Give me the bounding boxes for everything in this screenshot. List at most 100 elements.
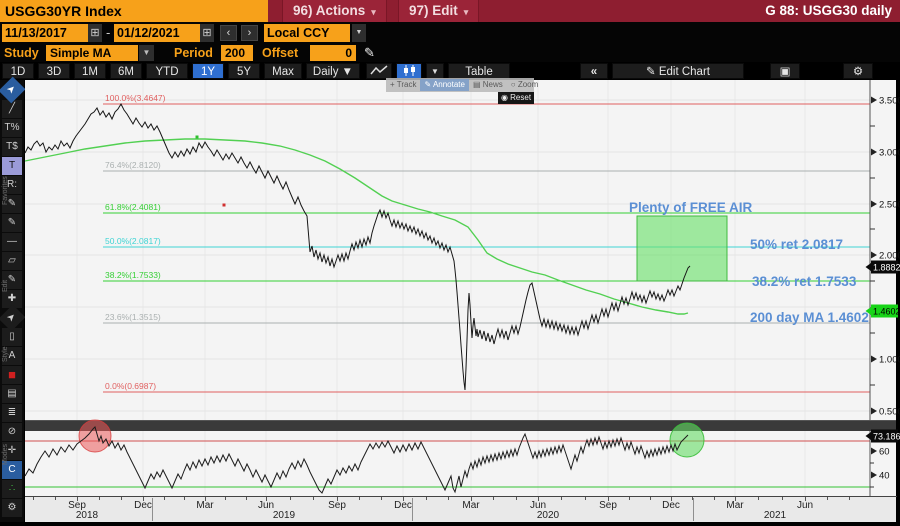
- price-badge: [865, 304, 898, 318]
- free-air-highlight-box[interactable]: [636, 215, 728, 282]
- sell-signal-circle[interactable]: [78, 419, 112, 453]
- trendline-tool-icon[interactable]: ╱: [2, 100, 22, 118]
- axis-label: 2.0000: [879, 251, 900, 262]
- month-tick: [538, 497, 539, 501]
- chevron-down-icon: ▾: [463, 7, 469, 17]
- range-button-3d[interactable]: 3D: [38, 63, 70, 79]
- delete-tool-icon[interactable]: ▯: [2, 328, 22, 346]
- ticker-field[interactable]: USGG30YR Index: [0, 0, 268, 22]
- annotate-tool-track[interactable]: + Track: [390, 80, 417, 89]
- month-tick: [671, 497, 672, 501]
- annotation-ret50[interactable]: 50% ret 2.0817: [750, 237, 843, 252]
- annotate-tool-zoom[interactable]: ○ Zoom: [510, 80, 539, 89]
- eraser-tool-icon[interactable]: ⊘: [2, 423, 22, 441]
- ma-200-line: [24, 138, 689, 315]
- date-to-field[interactable]: 01/12/2021: [114, 24, 200, 42]
- axis-label: 60: [879, 447, 890, 458]
- year-divider: [412, 498, 413, 521]
- edit-chart-button[interactable]: ✎ Edit Chart: [612, 63, 744, 79]
- pen-tool-icon[interactable]: ✎: [2, 214, 22, 232]
- calendar-icon[interactable]: ⊞: [88, 24, 102, 42]
- study-select[interactable]: Simple MA: [46, 45, 138, 61]
- toolbar-section-edit: Edit: [2, 279, 9, 292]
- edit-pencil-tool-icon[interactable]: ✎: [2, 271, 22, 289]
- edit-menu-button[interactable]: 97) Edit ▾: [398, 0, 480, 22]
- color-swatch-icon[interactable]: ■: [2, 366, 22, 384]
- main-chart-panel[interactable]: [25, 80, 897, 420]
- range-button-6m[interactable]: 6M: [110, 63, 142, 79]
- horizontal-line-tool-icon[interactable]: —: [2, 233, 22, 251]
- chart-settings-gear-icon[interactable]: ⚙: [843, 63, 873, 79]
- chart-note-icon[interactable]: ▣: [770, 63, 800, 79]
- curve-tool-icon[interactable]: C: [2, 461, 22, 479]
- buy-signal-circle[interactable]: [669, 422, 705, 458]
- month-label: Jun: [796, 500, 814, 511]
- line-style-tool-icon[interactable]: ▤: [2, 385, 22, 403]
- study-label: Study: [4, 46, 39, 60]
- chevron-down-icon[interactable]: ▼: [426, 63, 444, 79]
- month-label: Sep: [328, 500, 346, 511]
- candle-marker: [195, 135, 199, 139]
- text-format-tool-icon[interactable]: A: [2, 347, 22, 365]
- edit-study-icon[interactable]: ✎: [364, 45, 375, 60]
- calendar-icon[interactable]: ⊞: [200, 24, 214, 42]
- reset-button[interactable]: ◉ Reset: [498, 92, 534, 104]
- minor-tick: [225, 497, 226, 500]
- palette-tool-icon[interactable]: ∴: [2, 480, 22, 498]
- year-label: 2018: [75, 510, 99, 521]
- annotate-tool-news[interactable]: ▤ News: [472, 80, 503, 89]
- range-button-1y[interactable]: 1Y: [192, 63, 224, 79]
- axis-tick: [871, 148, 877, 156]
- channel-tool-icon[interactable]: ▱: [2, 252, 22, 270]
- range-button-5y[interactable]: 5Y: [228, 63, 260, 79]
- axis-tick: [871, 447, 877, 455]
- price-badge-label: 1.4602: [873, 307, 900, 317]
- nodes-tool-icon[interactable]: ✛: [2, 442, 22, 460]
- annotation-ma200[interactable]: 200 day MA 1.4602: [750, 310, 869, 325]
- pencil-tool-icon[interactable]: ✎: [2, 195, 22, 213]
- prev-period-button[interactable]: ‹: [220, 25, 237, 41]
- minor-tick: [246, 497, 247, 500]
- page-title: G 88: USGG30 daily: [765, 3, 892, 18]
- date-from-field[interactable]: 11/13/2017: [2, 24, 88, 42]
- table-button[interactable]: Table: [448, 63, 510, 79]
- regression-tool-icon[interactable]: R:: [2, 176, 22, 194]
- period-input[interactable]: 200: [221, 45, 253, 61]
- text-percent-tool-icon[interactable]: T%: [2, 119, 22, 137]
- line-width-tool-icon[interactable]: ≣: [2, 404, 22, 422]
- chevron-down-icon: ▾: [371, 7, 376, 17]
- month-tick: [403, 497, 404, 501]
- text-tool-icon[interactable]: T: [2, 157, 22, 175]
- range-button-ytd[interactable]: YTD: [146, 63, 188, 79]
- range-button-max[interactable]: Max: [264, 63, 302, 79]
- minor-tick: [184, 497, 185, 500]
- chevron-down-icon[interactable]: ▼: [139, 45, 154, 61]
- annotate-tool-annotate[interactable]: ✎ Annotate: [420, 79, 469, 91]
- month-tick: [266, 497, 267, 501]
- move-tool-icon[interactable]: ✚: [2, 290, 22, 308]
- chevron-down-icon[interactable]: ▼: [352, 24, 366, 42]
- currency-select[interactable]: Local CCY: [264, 24, 350, 42]
- next-period-button[interactable]: ›: [241, 25, 258, 41]
- panel-separator[interactable]: [25, 420, 897, 431]
- actions-menu-button[interactable]: 96) Actions ▾: [282, 0, 387, 22]
- year-label: 2020: [536, 510, 560, 521]
- annotation-free-air[interactable]: Plenty of FREE AIR: [629, 200, 753, 215]
- text-price-tool-icon[interactable]: T$: [2, 138, 22, 156]
- fib-label-5: 23.6%(1.3515): [105, 312, 161, 322]
- range-button-1d[interactable]: 1D: [2, 63, 34, 79]
- main-chart: 100.0%(3.4647) 76.4%(2.8120) 61.8%(2.4081)…: [24, 80, 900, 420]
- axis-tick: [871, 355, 877, 363]
- minor-tick: [426, 497, 427, 500]
- axis-label: 2.5000: [879, 200, 900, 211]
- offset-input[interactable]: 0: [310, 45, 356, 61]
- minor-tick: [33, 497, 34, 500]
- settings-tool-icon[interactable]: ⚙: [2, 499, 22, 517]
- line-chart-type-icon[interactable]: [366, 63, 392, 79]
- frequency-select[interactable]: Daily ▼: [306, 63, 360, 79]
- fib-label-4: 38.2%(1.7533): [105, 270, 161, 280]
- range-button-1m[interactable]: 1M: [74, 63, 106, 79]
- collapse-panel-button[interactable]: «: [580, 63, 608, 79]
- candlestick-chart-type-icon[interactable]: [396, 63, 422, 79]
- annotation-ret382[interactable]: 38.2% ret 1.7533: [752, 274, 857, 289]
